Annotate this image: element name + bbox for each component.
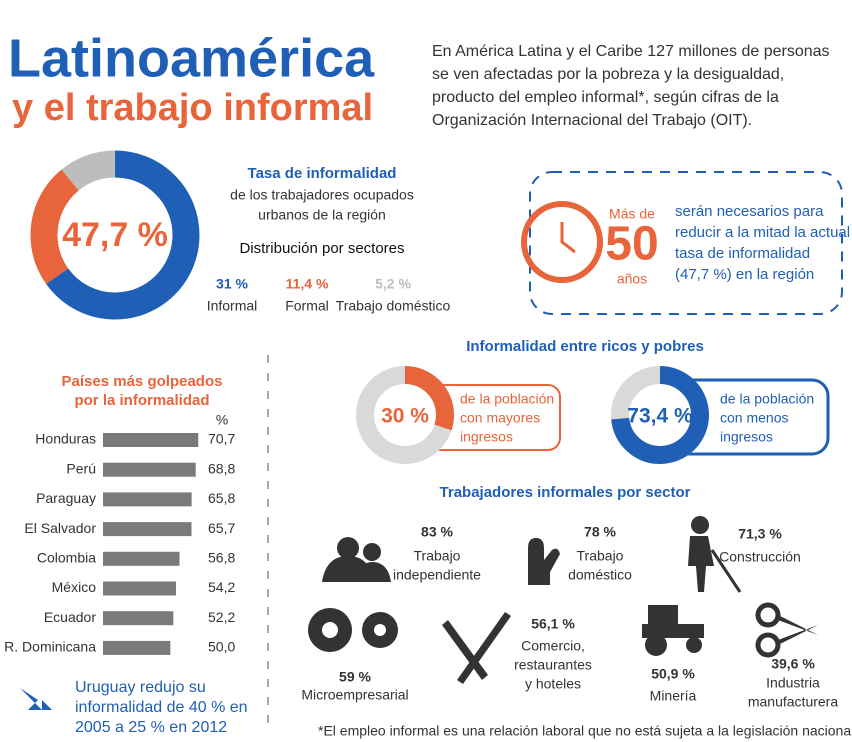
- intro: En América Latina y el Caribe 127 millon…: [432, 43, 830, 60]
- years-pre: Más de: [609, 206, 655, 222]
- sector-name: independiente: [393, 567, 481, 583]
- chart-title: por la informalidad: [74, 392, 209, 409]
- value-label: 65,8: [208, 490, 235, 506]
- sector-name: manufacturera: [748, 694, 838, 710]
- bar: [103, 492, 192, 507]
- icons: [20, 516, 818, 710]
- value-label: 65,7: [208, 520, 235, 536]
- ring-segment: [356, 366, 454, 464]
- years-post: años: [617, 271, 647, 287]
- intro: Organización Internacional del Trabajo (…: [432, 112, 752, 129]
- bar: [103, 551, 180, 566]
- sector-name: Trabajo doméstico: [336, 298, 451, 314]
- title: Latinoamérica: [8, 28, 375, 88]
- bar: [103, 522, 192, 537]
- callout: [420, 384, 561, 451]
- unit: %: [216, 412, 228, 428]
- ring-label: 30 %: [381, 405, 429, 428]
- ring-text: de la población: [460, 391, 554, 407]
- center-label: 47,7 %: [62, 216, 168, 254]
- sector-value: 78 %: [584, 524, 616, 540]
- clock-icon: [521, 201, 603, 283]
- sector-value: 56,1 %: [531, 616, 575, 632]
- sector-name: Comercio,: [521, 638, 585, 654]
- value-label: 52,2: [208, 609, 235, 625]
- category-label: Paraguay: [36, 490, 96, 506]
- ring-segment: [30, 150, 200, 320]
- category-label: El Salvador: [24, 520, 96, 536]
- value-label: 50,0: [208, 639, 235, 655]
- bar: [103, 611, 174, 626]
- intro: producto del empleo informal*, según cif…: [432, 89, 779, 106]
- sector-name: Informal: [207, 298, 258, 314]
- ring-text: ingresos: [720, 429, 773, 445]
- heading: Trabajadores informales por sector: [440, 484, 691, 501]
- years-text: (47,7 %) en la región: [675, 266, 814, 283]
- years-text: serán necesarios para: [675, 203, 824, 220]
- sector-name: restaurantes: [514, 657, 592, 673]
- value-label: 56,8: [208, 550, 235, 566]
- bar: [103, 640, 171, 655]
- sector-value: 31 %: [216, 276, 248, 292]
- years-box: [529, 171, 843, 315]
- bar: [103, 462, 196, 477]
- category-label: Colombia: [37, 550, 96, 566]
- ring-segment: [611, 366, 709, 464]
- heading: Tasa de informalidad: [248, 165, 397, 182]
- ring-text: con menos: [720, 410, 788, 426]
- ring-text: de la población: [720, 391, 814, 407]
- value-label: 70,7: [208, 431, 235, 447]
- footnote: *El empleo informal es una relación labo…: [318, 723, 852, 739]
- category-label: Ecuador: [44, 609, 96, 625]
- ring-segment: [30, 150, 200, 320]
- heading: Distribución por sectores: [239, 240, 404, 257]
- sector-name: doméstico: [568, 567, 632, 583]
- sector-name: y hoteles: [525, 676, 581, 692]
- years-text: tasa de informalidad: [675, 245, 810, 262]
- sector-value: 39,6 %: [771, 656, 815, 672]
- clock-hands: [560, 222, 576, 254]
- sector-value: 83 %: [421, 524, 453, 540]
- uruguay-note: 2005 a 25 % en 2012: [75, 719, 227, 736]
- category-label: R. Dominicana: [4, 639, 96, 655]
- ring-text: ingresos: [460, 429, 513, 445]
- subtitle: urbanos de la región: [258, 207, 386, 223]
- years-text: reducir a la mitad la actual: [675, 224, 850, 241]
- sector-value: 71,3 %: [738, 526, 782, 542]
- callout: [678, 378, 830, 456]
- sector-name: Industria: [766, 675, 820, 691]
- subtitle: de los trabajadores ocupados: [230, 187, 414, 203]
- sector-name: Trabajo: [577, 548, 624, 564]
- heading: Informalidad entre ricos y pobres: [466, 338, 704, 355]
- uruguay-note: Uruguay redujo su: [75, 679, 206, 696]
- chart-title: Países más golpeados: [62, 373, 223, 390]
- bar: [103, 433, 199, 447]
- value-label: 54,2: [208, 579, 235, 595]
- category-label: Perú: [66, 460, 96, 476]
- sector-name: Microempresarial: [301, 687, 408, 703]
- sector-value: 11,4 %: [286, 276, 329, 292]
- sector-value: 50,9 %: [651, 666, 695, 682]
- value-label: 68,8: [208, 460, 235, 476]
- years-number: 50: [605, 218, 658, 271]
- bar: [103, 581, 177, 596]
- title: y el trabajo informal: [12, 87, 373, 129]
- uruguay-note: informalidad de 40 % en: [75, 699, 248, 716]
- sector-name: Minería: [650, 688, 697, 704]
- category-label: Honduras: [35, 431, 96, 447]
- sector-value: 59 %: [339, 669, 371, 685]
- intro: se ven afectadas por la pobreza y la des…: [432, 66, 784, 83]
- ring-label: 73,4 %: [627, 405, 693, 428]
- sector-name: Construcción: [719, 549, 801, 565]
- sector-name: Trabajo: [414, 548, 461, 564]
- sector-name: Formal: [285, 298, 329, 314]
- category-label: México: [52, 579, 97, 595]
- ring-text: con mayores: [460, 410, 540, 426]
- sector-value: 5,2 %: [375, 276, 411, 292]
